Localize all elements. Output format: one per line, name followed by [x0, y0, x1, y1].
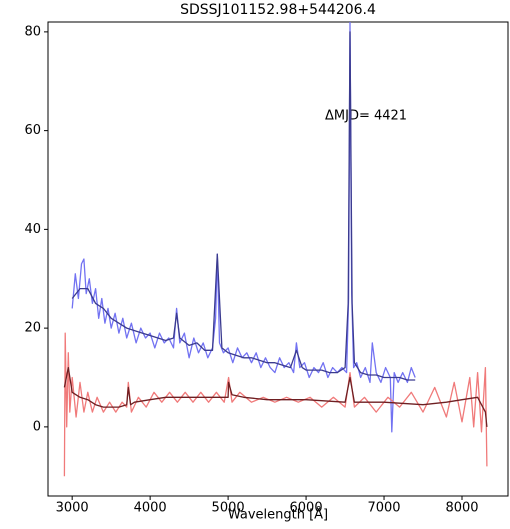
- y-tick-label: 80: [24, 24, 41, 39]
- annotation: ΔMJD= 4421: [325, 109, 407, 124]
- x-tick-label: 6000: [290, 501, 323, 516]
- x-tick-label: 4000: [134, 501, 167, 516]
- spectrum-line: [71, 22, 416, 433]
- spectrum-line: [63, 366, 488, 427]
- x-tick-label: 8000: [445, 501, 478, 516]
- x-tick-label: 3000: [56, 501, 89, 516]
- spectrum-line: [63, 332, 488, 477]
- y-tick-label: 0: [33, 419, 41, 434]
- chart-title: SDSSJ101152.98+544206.4: [180, 2, 376, 18]
- y-tick-label: 20: [24, 321, 41, 336]
- y-tick-label: 60: [24, 123, 41, 138]
- x-tick-label: 7000: [367, 501, 400, 516]
- y-tick-label: 40: [24, 222, 41, 237]
- x-axis-label: Wavelength [Å]: [228, 507, 328, 523]
- spectrum-line: [71, 31, 416, 381]
- plot-frame: [47, 21, 509, 497]
- x-tick-label: 5000: [212, 501, 245, 516]
